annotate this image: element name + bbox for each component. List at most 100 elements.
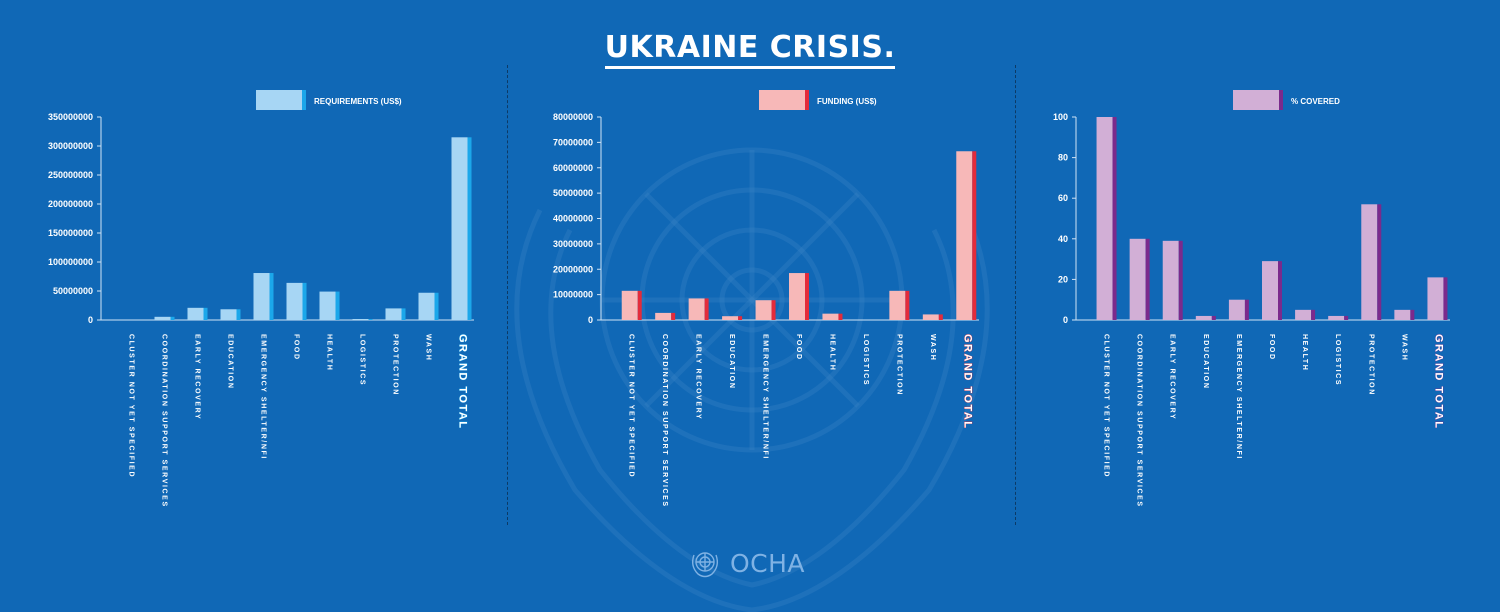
x-tick-label: FOOD	[293, 334, 300, 361]
un-emblem-icon	[691, 552, 719, 578]
bar-side	[938, 314, 943, 320]
bar-side	[637, 290, 642, 320]
x-tick-label: COORDINATION SUPPORT SERVICES	[661, 334, 668, 508]
legend-swatch-shade	[1279, 90, 1283, 110]
bar	[187, 307, 204, 320]
bar-side	[972, 151, 977, 320]
legend-swatch	[256, 90, 302, 110]
bar	[1394, 309, 1411, 320]
bar	[418, 292, 435, 320]
bar-side	[771, 300, 776, 320]
x-tick-label: CLUSTER NOT YET SPECIFIED	[128, 334, 135, 478]
bar-side	[1178, 240, 1183, 320]
bar-side	[302, 282, 307, 320]
x-tick-label: COORDINATION SUPPORT SERVICES	[161, 334, 168, 508]
legend-label: REQUIREMENTS (US$)	[314, 97, 402, 106]
ocha-logo: OCHA	[688, 545, 805, 581]
legend-label: FUNDING (US$)	[817, 97, 877, 106]
bar	[621, 290, 638, 320]
bar	[154, 316, 171, 320]
legend-swatch	[1233, 90, 1279, 110]
bar	[1427, 277, 1444, 320]
legend-swatch-shade	[805, 90, 809, 110]
bar	[1361, 204, 1378, 320]
y-tick-label: 70000000	[553, 137, 593, 147]
bar-side	[838, 313, 843, 320]
legend-label: % COVERED	[1291, 97, 1340, 106]
y-tick-label: 40	[1058, 234, 1068, 244]
bar	[889, 290, 906, 320]
bar	[722, 316, 739, 320]
bar	[755, 300, 772, 320]
y-tick-label: 250000000	[48, 170, 93, 180]
bar	[319, 291, 336, 320]
bar	[1129, 238, 1146, 320]
x-tick-label: EMERGENCY SHELTER/NFI	[260, 334, 267, 460]
x-tick-label: FOOD	[1268, 334, 1275, 361]
x-tick-label: PROTECTION	[895, 334, 902, 396]
bar-side	[1145, 238, 1150, 320]
bar-side	[203, 307, 208, 320]
bar-side	[1278, 261, 1282, 320]
chart-3: % COVERED 100 80 60 40 20 0 CLUSTER NOT YET SPE…	[1053, 90, 1450, 508]
bar	[1328, 315, 1345, 320]
page-title: UKRAINE CRISIS.	[0, 30, 1500, 69]
footer-org-name: OCHA	[730, 548, 806, 578]
x-tick-label: FOOD	[795, 334, 802, 361]
bar-side	[738, 316, 743, 320]
bar	[922, 314, 939, 320]
bar	[688, 298, 705, 320]
bar	[1162, 240, 1179, 320]
y-tick-label: 50000000	[553, 188, 593, 198]
bar	[253, 273, 270, 320]
x-tick-label: EDUCATION	[1202, 334, 1209, 390]
bar-side	[1244, 299, 1249, 320]
bar-side	[170, 316, 175, 320]
x-tick-label: EDUCATION	[227, 334, 234, 390]
chart-1: REQUIREMENTS (US$) 350000000 300000000 2500…	[48, 90, 474, 508]
y-tick-label: 200000000	[48, 199, 93, 209]
x-tick-label: EARLY RECOVERY	[1169, 334, 1176, 420]
bar	[655, 312, 672, 320]
bar	[789, 273, 805, 320]
x-tick-label: HEALTH	[828, 334, 835, 371]
y-tick-label: 60	[1058, 193, 1068, 203]
y-tick-label: 80	[1058, 153, 1068, 163]
x-tick-label: EMERGENCY SHELTER/NFI	[1235, 334, 1242, 460]
x-tick-label: CLUSTER NOT YET SPECIFIED	[1103, 334, 1110, 478]
y-tick-label: 0	[1063, 315, 1068, 325]
legend-swatch	[759, 90, 805, 110]
bar	[1295, 309, 1312, 320]
x-tick-label: WASH	[929, 334, 936, 361]
bar-side	[368, 319, 373, 320]
y-tick-label: 300000000	[48, 141, 93, 151]
bar-side	[1443, 277, 1448, 320]
y-tick-label: 100000000	[48, 257, 93, 267]
y-tick-label: 0	[588, 315, 593, 325]
chart-divider-left	[507, 65, 508, 525]
x-tick-label: LOGISTICS	[359, 334, 366, 386]
x-tick-label: LOGISTICS	[862, 334, 869, 386]
y-tick-label: 0	[88, 315, 93, 325]
x-tick-label-grand-total: GRAND TOTAL	[457, 334, 469, 430]
bar-side	[704, 298, 709, 320]
bar-side	[1410, 309, 1415, 320]
x-tick-label: EARLY RECOVERY	[194, 334, 201, 420]
bar	[1096, 117, 1113, 320]
x-tick-label: EMERGENCY SHELTER/NFI	[762, 334, 769, 460]
bar	[822, 313, 839, 320]
x-tick-label: EDUCATION	[728, 334, 735, 390]
y-tick-label: 30000000	[553, 239, 593, 249]
bar-side	[805, 273, 809, 320]
x-tick-label: WASH	[425, 334, 432, 361]
bar	[220, 309, 237, 320]
bar	[956, 151, 973, 320]
bar	[385, 308, 402, 320]
bar-side	[905, 290, 910, 320]
x-tick-label-grand-total: GRAND TOTAL	[1432, 334, 1444, 430]
x-tick-label: PROTECTION	[1367, 334, 1374, 396]
x-tick-label: PROTECTION	[392, 334, 399, 396]
bar-side	[467, 137, 472, 320]
